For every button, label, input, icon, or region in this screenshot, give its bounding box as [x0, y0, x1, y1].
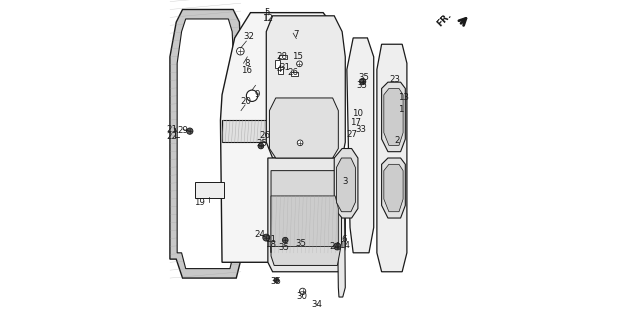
- Bar: [195, 182, 223, 198]
- Text: 22: 22: [166, 132, 177, 141]
- Circle shape: [187, 128, 193, 134]
- Polygon shape: [384, 164, 403, 212]
- Text: 1: 1: [398, 105, 403, 113]
- Text: 24: 24: [255, 230, 266, 239]
- Text: 33: 33: [355, 125, 366, 134]
- Polygon shape: [269, 98, 339, 158]
- Text: 8: 8: [244, 59, 250, 68]
- Polygon shape: [334, 149, 358, 218]
- Text: 5: 5: [264, 8, 270, 17]
- Polygon shape: [266, 16, 346, 158]
- Polygon shape: [222, 120, 339, 142]
- Text: 18: 18: [264, 240, 276, 249]
- Circle shape: [296, 61, 302, 67]
- Text: 11: 11: [264, 235, 276, 244]
- Text: 3: 3: [342, 177, 348, 186]
- Text: 6: 6: [341, 235, 347, 244]
- Text: 14: 14: [339, 241, 349, 250]
- Circle shape: [334, 243, 341, 250]
- Polygon shape: [268, 158, 346, 272]
- Text: 13: 13: [398, 94, 409, 102]
- Text: 29: 29: [178, 126, 189, 135]
- Bar: [278, 67, 283, 74]
- Text: 23: 23: [390, 75, 401, 84]
- Text: 35: 35: [359, 73, 370, 82]
- Text: 21: 21: [166, 125, 177, 134]
- Text: 25: 25: [256, 139, 267, 148]
- Text: 26: 26: [260, 131, 271, 140]
- Polygon shape: [271, 196, 339, 253]
- Circle shape: [300, 288, 306, 295]
- Text: 32: 32: [243, 33, 255, 41]
- Text: 30: 30: [296, 292, 307, 301]
- Circle shape: [246, 90, 258, 101]
- Polygon shape: [337, 205, 346, 297]
- Bar: [291, 72, 298, 76]
- Bar: [275, 60, 280, 68]
- Text: 12: 12: [262, 15, 273, 23]
- Text: 35: 35: [296, 240, 307, 248]
- Text: 4: 4: [276, 65, 282, 74]
- Polygon shape: [337, 158, 355, 212]
- Polygon shape: [170, 9, 241, 278]
- Text: 35: 35: [278, 243, 289, 252]
- Text: 19: 19: [193, 198, 204, 207]
- Polygon shape: [381, 158, 405, 218]
- Text: 34: 34: [311, 301, 323, 309]
- Text: 7: 7: [294, 30, 299, 39]
- Polygon shape: [381, 82, 405, 152]
- Text: 2: 2: [395, 136, 400, 145]
- Circle shape: [297, 140, 303, 146]
- Polygon shape: [347, 38, 374, 253]
- Polygon shape: [177, 19, 234, 269]
- Circle shape: [237, 47, 244, 55]
- Circle shape: [274, 278, 279, 283]
- Circle shape: [263, 234, 269, 241]
- Text: 35: 35: [270, 277, 281, 286]
- Text: 24: 24: [330, 242, 340, 251]
- Circle shape: [282, 237, 288, 243]
- Text: 27: 27: [347, 130, 358, 139]
- Circle shape: [360, 78, 366, 85]
- Text: 20: 20: [240, 97, 252, 106]
- Circle shape: [258, 143, 264, 149]
- Text: 16: 16: [241, 66, 252, 75]
- Polygon shape: [220, 13, 339, 262]
- Text: 10: 10: [352, 109, 363, 118]
- Bar: [279, 55, 287, 59]
- Text: FR.: FR.: [435, 10, 452, 28]
- Text: 15: 15: [292, 52, 303, 61]
- Text: 9: 9: [254, 90, 259, 99]
- Text: 31: 31: [280, 64, 291, 72]
- Text: 35: 35: [356, 82, 367, 90]
- Text: 28: 28: [276, 52, 287, 61]
- Text: 17: 17: [350, 118, 361, 127]
- Polygon shape: [384, 88, 403, 145]
- Polygon shape: [377, 44, 407, 272]
- Polygon shape: [271, 171, 342, 265]
- Text: 26: 26: [287, 68, 299, 77]
